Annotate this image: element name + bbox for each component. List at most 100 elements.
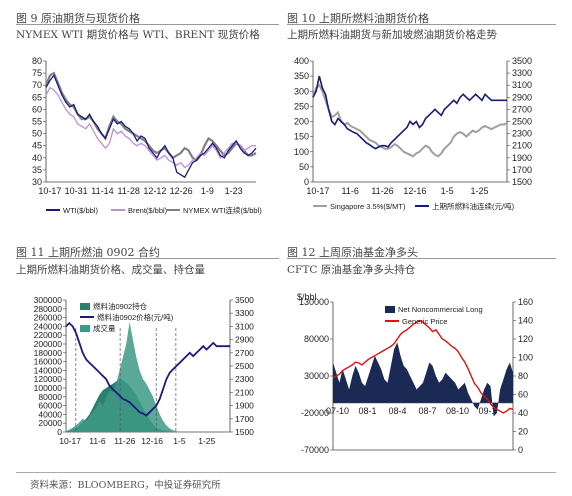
x-tick-label: 12-16 — [403, 186, 426, 196]
legend-swatch — [80, 325, 90, 332]
y-tick-label: 50 — [32, 129, 42, 139]
panel-1-subtitle: NYMEX WTI 期货价格与 WTI、BRENT 现货价格 — [16, 29, 260, 41]
y-tick-label-right: 1500 — [512, 177, 532, 187]
y-tick-label: 400 — [294, 56, 309, 66]
x-tick-label: 11-6 — [89, 436, 106, 446]
y-tick-label: 220000 — [34, 330, 63, 340]
y-axis-unit: $/bbl — [297, 292, 317, 302]
panel-2-title: 图 10 上期所燃料油期货价格 — [287, 12, 429, 25]
y-tick-label: 60 — [32, 104, 42, 114]
y-tick-label: 60000 — [38, 401, 62, 411]
y-tick-label: 0 — [57, 427, 62, 437]
y-tick-label: 300000 — [34, 295, 63, 305]
divider — [287, 24, 556, 25]
x-tick-label: 1-23 — [225, 186, 243, 196]
legend-swatch — [80, 303, 90, 310]
chart-2: 400 350 300 250 200 150 100 50 0 3500 3300 3100 2900… — [294, 56, 532, 211]
y-tick-label-right: 0 — [518, 445, 523, 455]
y-tick-label-right: 1700 — [235, 414, 254, 424]
y-tick-label: 65 — [32, 92, 42, 102]
y-tick-label-right: 2500 — [235, 361, 254, 371]
x-tick-label: 10-17 — [306, 186, 329, 196]
x-tick-label: 12-26 — [170, 186, 193, 196]
y-tick-label: 140000 — [34, 365, 63, 375]
y-tick-label-right: 2300 — [512, 129, 532, 139]
y-tick-label: 260000 — [34, 313, 63, 323]
legend-label: Generic Price — [402, 317, 447, 326]
x-tick-label: 1-5 — [173, 436, 186, 446]
y-tick-label-right: 80 — [518, 371, 528, 381]
y-tick-label-right: 2700 — [235, 348, 254, 358]
series-volume-area — [66, 322, 230, 432]
y-tick-label-right: 3500 — [235, 295, 254, 305]
legend-label: WTI($/bbl) — [63, 206, 99, 215]
y-tick-label: 30 — [32, 177, 42, 187]
panel-1-title: 图 9 原油期货与现货价格 — [16, 12, 140, 25]
x-tick-label: 1-25 — [471, 186, 489, 196]
y-tick-label: 55 — [32, 117, 42, 127]
series-generic-price-line — [332, 319, 514, 414]
legend-label: Singapore 3.5%($/MT) — [330, 202, 406, 211]
y-tick-label: 0 — [304, 177, 309, 187]
y-tick-label: 200000 — [34, 339, 63, 349]
y-tick-label: 240000 — [34, 321, 63, 331]
y-tick-label-right: 1700 — [512, 165, 532, 175]
x-tick-label: 10-17 — [38, 186, 61, 196]
y-tick-label: 30000 — [304, 371, 329, 381]
legend-label: NYMEX WTI连续($/bbl) — [183, 205, 262, 215]
y-tick-label-right: 3100 — [512, 80, 532, 90]
x-tick-label: 08-1 — [358, 406, 376, 416]
panel-4-title: 图 12 上周原油基金净多头 — [287, 246, 418, 259]
series-net-long-area — [333, 342, 513, 417]
series-brent-line — [45, 86, 256, 169]
x-tick-label: 10-31 — [65, 186, 88, 196]
y-tick-label: 200 — [294, 117, 309, 127]
x-tick-label: 1-5 — [441, 186, 454, 196]
y-tick-label-right: 3100 — [235, 321, 254, 331]
series-shfe-line — [312, 75, 507, 150]
x-tick-label: 08-4 — [388, 406, 406, 416]
x-tick-label: 12-12 — [143, 186, 166, 196]
y-tick-label: 70 — [32, 80, 42, 90]
x-tick-label: 11-14 — [91, 186, 113, 196]
y-tick-label-right: 2300 — [235, 374, 254, 384]
x-tick-label: 11-28 — [118, 186, 140, 196]
y-tick-label: 50 — [299, 162, 309, 172]
series-price-line — [65, 321, 230, 417]
y-tick-label-right: 140 — [518, 316, 533, 326]
y-tick-label: 180000 — [34, 348, 63, 358]
y-tick-label: 80 — [32, 56, 42, 66]
panel-3-subtitle: 上期所燃料油期货价格、成交量、持仓量 — [16, 264, 205, 276]
y-tick-label-right: 1900 — [512, 153, 532, 163]
legend-swatch — [385, 306, 395, 313]
y-tick-label: 40 — [32, 153, 42, 163]
y-tick-label: -70000 — [301, 445, 329, 455]
y-tick-label: 350 — [294, 71, 309, 81]
chart-4: 130000 80000 30000 -20000 -70000 160 140 120 100… — [297, 292, 533, 455]
y-tick-label-right: 2700 — [512, 104, 532, 114]
y-tick-label: -20000 — [301, 408, 329, 418]
x-tick-label: 1-9 — [201, 186, 214, 196]
source-note: 资料来源：BLOOMBERG，中投证券研究所 — [30, 480, 221, 491]
x-tick-label: 08-10 — [446, 406, 469, 416]
y-tick-label-right: 3500 — [512, 56, 532, 66]
legend-label: 燃料油0902价格(元/吨) — [97, 312, 174, 322]
x-tick-label: 1-25 — [198, 436, 215, 446]
y-tick-label: 120000 — [34, 374, 63, 384]
y-tick-label: 35 — [32, 165, 42, 175]
y-tick-label-right: 120 — [518, 334, 533, 344]
x-tick-label: 12-16 — [141, 436, 163, 446]
y-tick-label: 20000 — [38, 418, 62, 428]
y-tick-label: 75 — [32, 68, 42, 78]
y-tick-label-right: 2500 — [512, 117, 532, 127]
y-tick-label: 160000 — [34, 357, 63, 367]
y-tick-label-right: 100 — [518, 353, 533, 363]
y-tick-label-right: 3300 — [512, 68, 532, 78]
y-tick-label: 150 — [294, 132, 309, 142]
y-tick-label-right: 2900 — [512, 92, 532, 102]
x-tick-label: 11-26 — [114, 436, 135, 446]
chart-3: 3000002800002600002400002200002000001800… — [34, 295, 255, 446]
y-tick-label: 45 — [32, 141, 42, 151]
y-tick-label-right: 3300 — [235, 308, 254, 318]
